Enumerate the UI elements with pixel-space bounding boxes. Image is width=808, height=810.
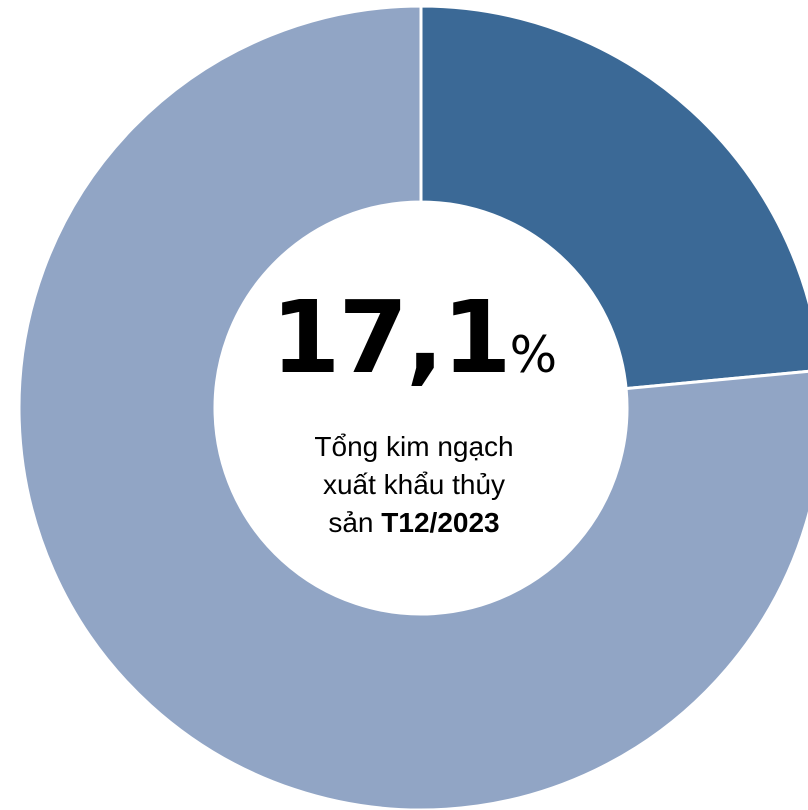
donut-slice-2	[17, 4, 808, 810]
caption-period: T12/2023	[381, 507, 500, 538]
donut-slice-1	[419, 4, 808, 391]
center-caption: Tổng kim ngạch xuất khẩu thủy sản T12/20…	[254, 428, 574, 542]
caption-line-3: sản T12/2023	[254, 504, 574, 542]
donut-slices	[17, 4, 808, 810]
center-percentage: 17,1%	[254, 283, 574, 410]
caption-line-2: xuất khẩu thủy	[322, 469, 506, 500]
center-value: 17,1	[270, 279, 512, 396]
caption-line-1: Tổng kim ngạch	[314, 431, 514, 462]
donut-center-label: 17,1% Tổng kim ngạch xuất khẩu thủy sản …	[254, 283, 574, 542]
center-unit: %	[509, 326, 558, 384]
caption-line-3-prefix: sản	[328, 507, 374, 538]
